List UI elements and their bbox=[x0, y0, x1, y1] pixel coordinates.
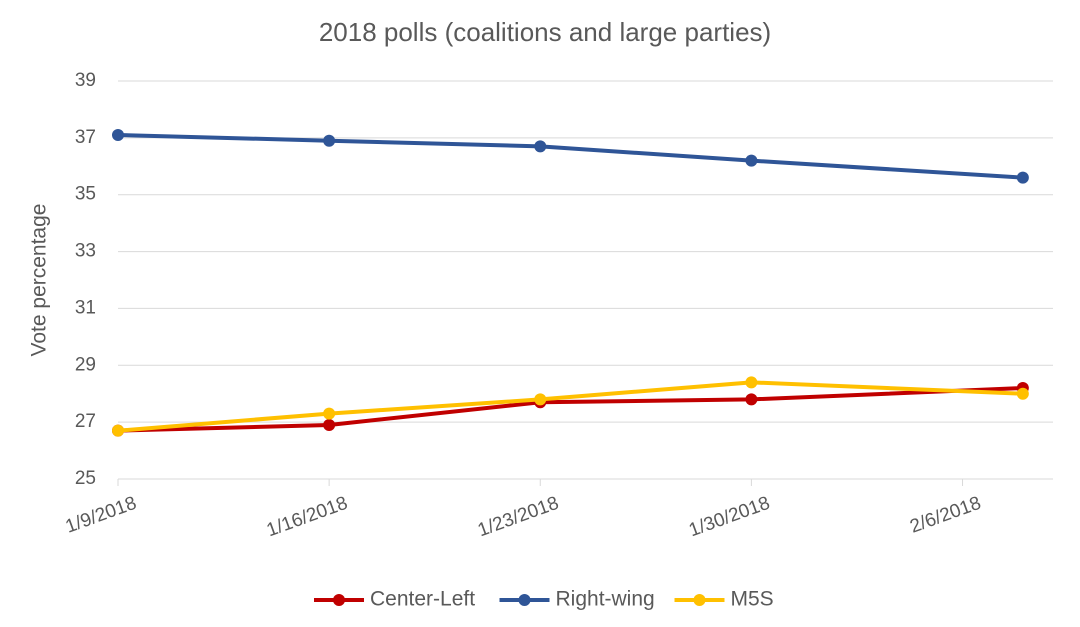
point bbox=[534, 140, 547, 153]
legend-label: Right-wing bbox=[556, 588, 655, 611]
y-tick-label: 39 bbox=[75, 70, 96, 91]
y-axis-label: Vote percentage bbox=[28, 204, 51, 357]
point bbox=[534, 393, 547, 406]
point bbox=[745, 154, 758, 167]
point bbox=[1016, 387, 1029, 400]
x-tick-label: 2/6/2018 bbox=[907, 493, 984, 538]
point bbox=[323, 134, 336, 147]
legend-item: Right-wing bbox=[499, 588, 655, 611]
legend-label: Center-Left bbox=[370, 588, 475, 611]
point bbox=[323, 407, 336, 420]
legend-marker bbox=[518, 594, 531, 606]
series-line bbox=[117, 380, 1023, 433]
y-tick-label: 25 bbox=[75, 468, 96, 489]
y-tick-label: 33 bbox=[75, 241, 96, 262]
x-tick-label: 1/30/2018 bbox=[686, 493, 773, 542]
point bbox=[1016, 171, 1029, 184]
y-tick-label: 29 bbox=[75, 354, 96, 375]
chart-title: 2018 polls (coalitions and large parties… bbox=[319, 17, 771, 47]
x-tick-label: 1/23/2018 bbox=[475, 493, 562, 542]
series-line bbox=[117, 386, 1023, 433]
legend-label: M5S bbox=[731, 588, 774, 611]
y-tick-label: 35 bbox=[75, 184, 96, 205]
point bbox=[112, 129, 124, 142]
legend-marker bbox=[693, 594, 706, 606]
point bbox=[745, 376, 758, 389]
series-line bbox=[117, 133, 1023, 180]
legend-item: M5S bbox=[674, 588, 774, 611]
y-tick-label: 31 bbox=[75, 297, 96, 318]
point bbox=[112, 424, 124, 437]
point bbox=[745, 393, 758, 406]
legend-item: Center-Left bbox=[314, 588, 475, 611]
point bbox=[323, 418, 336, 431]
x-tick-label: 1/9/2018 bbox=[63, 493, 140, 538]
y-tick-label: 37 bbox=[75, 127, 96, 148]
y-tick-label: 27 bbox=[75, 411, 96, 432]
x-tick-label: 1/16/2018 bbox=[264, 493, 351, 542]
legend-marker bbox=[333, 594, 345, 606]
